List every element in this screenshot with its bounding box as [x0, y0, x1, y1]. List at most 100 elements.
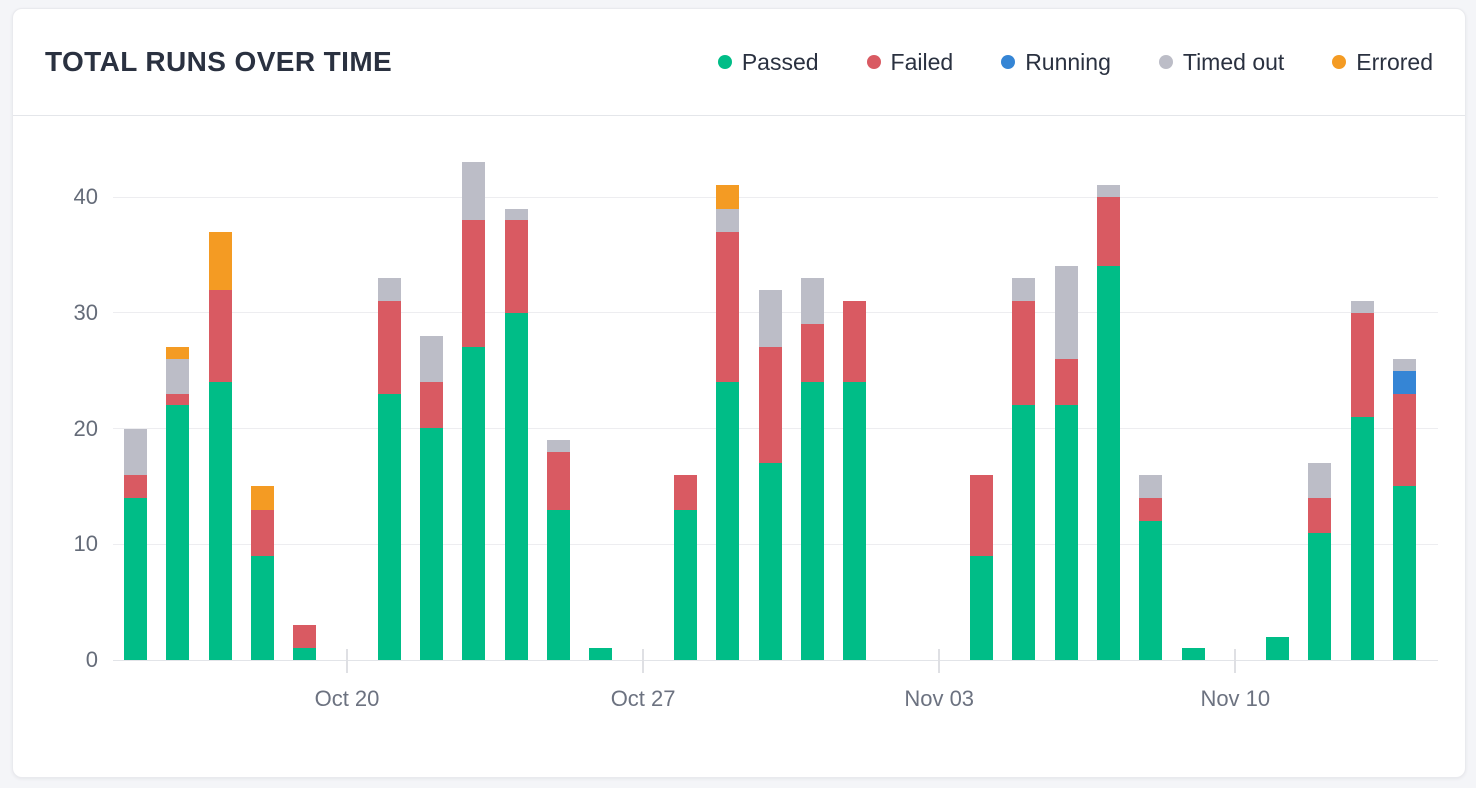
bar-segment-oct-24-timed-out: [504, 208, 528, 221]
bar-oct-26: [589, 648, 613, 660]
bar-segment-oct-22-passed: [420, 428, 444, 660]
bar-segment-nov-13-passed: [1350, 416, 1374, 660]
card-header: TOTAL RUNS OVER TIME Passed Failed Running…: [13, 9, 1465, 116]
bar-segment-oct-23-failed: [462, 220, 486, 348]
bar-segment-oct-21-failed: [377, 301, 401, 394]
x-axis-tick-nov-03: [938, 649, 941, 673]
bar-nov-11: [1266, 636, 1290, 660]
bar-segment-oct-18-errored: [250, 486, 274, 510]
bar-segment-oct-24-passed: [504, 312, 528, 660]
bar-segment-nov-07-passed: [1096, 266, 1120, 660]
bar-segment-oct-16-passed: [166, 405, 190, 660]
bar-nov-05: [1012, 278, 1036, 660]
bar-oct-25: [547, 440, 570, 660]
bar-oct-22: [420, 335, 444, 660]
bar-segment-nov-06-passed: [1054, 405, 1078, 660]
bar-segment-oct-31-failed: [800, 324, 824, 383]
bar-oct-31: [800, 278, 824, 660]
x-axis-label-nov-03: Nov 03: [904, 686, 975, 711]
bar-segment-nov-12-timed-out: [1308, 463, 1332, 498]
x-axis-label-oct-27: Oct 27: [610, 686, 676, 711]
y-axis-label-20: 20: [73, 415, 98, 441]
legend-item-errored[interactable]: Errored: [1332, 49, 1433, 76]
bar-segment-oct-18-failed: [250, 509, 274, 556]
bar-segment-nov-14-running: [1393, 370, 1416, 394]
bar-segment-oct-23-timed-out: [462, 162, 486, 221]
bar-oct-16: [166, 347, 190, 660]
bar-segment-oct-17-errored: [208, 231, 232, 290]
bar-oct-23: [462, 162, 486, 660]
legend-dot-running-icon: [1001, 55, 1016, 69]
bar-segment-nov-12-passed: [1308, 532, 1332, 660]
bar-segment-oct-16-failed: [166, 393, 190, 406]
y-axis-label-40: 40: [73, 184, 98, 209]
bar-nov-07: [1096, 185, 1120, 660]
bar-segment-oct-29-errored: [716, 185, 740, 209]
bar-segment-oct-15-timed-out: [124, 428, 147, 475]
bar-segment-nov-06-timed-out: [1054, 266, 1078, 360]
bar-segment-nov-11-passed: [1266, 636, 1290, 660]
bar-segment-oct-25-timed-out: [547, 440, 570, 452]
bar-segment-nov-08-passed: [1139, 521, 1163, 660]
bar-oct-15: [124, 428, 147, 661]
chart-legend: Passed Failed Running Timed out Errored: [717, 48, 1433, 76]
bar-segment-nov-08-failed: [1139, 497, 1163, 522]
bar-segment-oct-16-timed-out: [166, 359, 190, 394]
bar-oct-17: [208, 231, 232, 660]
legend-dot-errored-icon: [1332, 55, 1347, 69]
bar-segment-oct-17-passed: [208, 382, 232, 660]
legend-item-timed-out[interactable]: Timed out: [1158, 49, 1284, 76]
bar-segment-oct-29-failed: [716, 231, 740, 383]
bar-segment-oct-28-failed: [673, 474, 697, 510]
bar-segment-oct-18-passed: [250, 555, 274, 660]
chart-canvas: 0 10 20 30 40 Oct 20 Oct 27 Nov 03 Nov 10: [13, 116, 1465, 777]
bar-segment-oct-30-timed-out: [758, 289, 782, 348]
bar-segment-nov-01-passed: [843, 382, 867, 660]
bar-segment-oct-28-passed: [673, 509, 697, 660]
legend-dot-passed-icon: [717, 55, 732, 69]
bar-segment-nov-14-passed: [1393, 486, 1416, 660]
bar-segment-oct-22-failed: [420, 382, 444, 429]
legend-dot-failed-icon: [866, 55, 881, 69]
bar-segment-nov-05-timed-out: [1012, 278, 1036, 302]
bar-segment-oct-21-timed-out: [377, 278, 401, 302]
x-axis-tick-oct-20: [346, 649, 348, 673]
bar-nov-01: [843, 301, 867, 660]
bar-oct-21: [377, 278, 401, 660]
bar-segment-nov-06-failed: [1054, 359, 1078, 406]
bar-segment-oct-24-failed: [504, 220, 528, 313]
bar-segment-oct-25-passed: [547, 509, 570, 660]
bar-segment-oct-29-timed-out: [716, 208, 740, 232]
bar-segment-nov-08-timed-out: [1139, 474, 1163, 498]
bar-segment-nov-07-failed: [1096, 196, 1120, 267]
bar-segment-oct-22-timed-out: [420, 335, 444, 383]
y-axis-label-10: 10: [73, 531, 98, 557]
legend-item-failed[interactable]: Failed: [866, 49, 953, 76]
bar-nov-12: [1308, 463, 1332, 660]
bar-segment-nov-13-failed: [1350, 312, 1374, 417]
legend-item-passed[interactable]: Passed: [717, 48, 819, 76]
bar-segment-oct-15-failed: [124, 474, 147, 498]
bar-segment-oct-25-failed: [547, 451, 570, 510]
bar-oct-28: [673, 474, 697, 660]
bar-segment-oct-16-errored: [166, 347, 190, 360]
legend-dot-timed-out-icon: [1158, 55, 1173, 69]
bar-oct-24: [504, 208, 528, 660]
bar-segment-nov-13-timed-out: [1350, 301, 1374, 313]
bar-segment-nov-05-passed: [1012, 405, 1036, 660]
legend-label-passed: Passed: [741, 48, 819, 75]
bar-oct-29: [716, 185, 740, 660]
bar-segment-oct-19-failed: [293, 625, 317, 649]
x-axis-label-nov-10: Nov 10: [1200, 686, 1271, 711]
bar-segment-oct-29-passed: [716, 382, 740, 660]
bar-segment-nov-14-failed: [1393, 393, 1416, 487]
gridline-y40: [113, 196, 1438, 198]
bar-nov-04: [970, 474, 993, 660]
legend-item-running[interactable]: Running: [1001, 49, 1111, 76]
bar-segment-nov-04-passed: [970, 555, 993, 660]
x-axis-tick-oct-27: [642, 649, 645, 673]
bar-segment-oct-31-passed: [800, 382, 824, 660]
x-axis-tick-nov-10: [1234, 649, 1237, 673]
x-axis-label-oct-20: Oct 20: [314, 686, 380, 711]
bar-segment-oct-31-timed-out: [800, 278, 824, 325]
